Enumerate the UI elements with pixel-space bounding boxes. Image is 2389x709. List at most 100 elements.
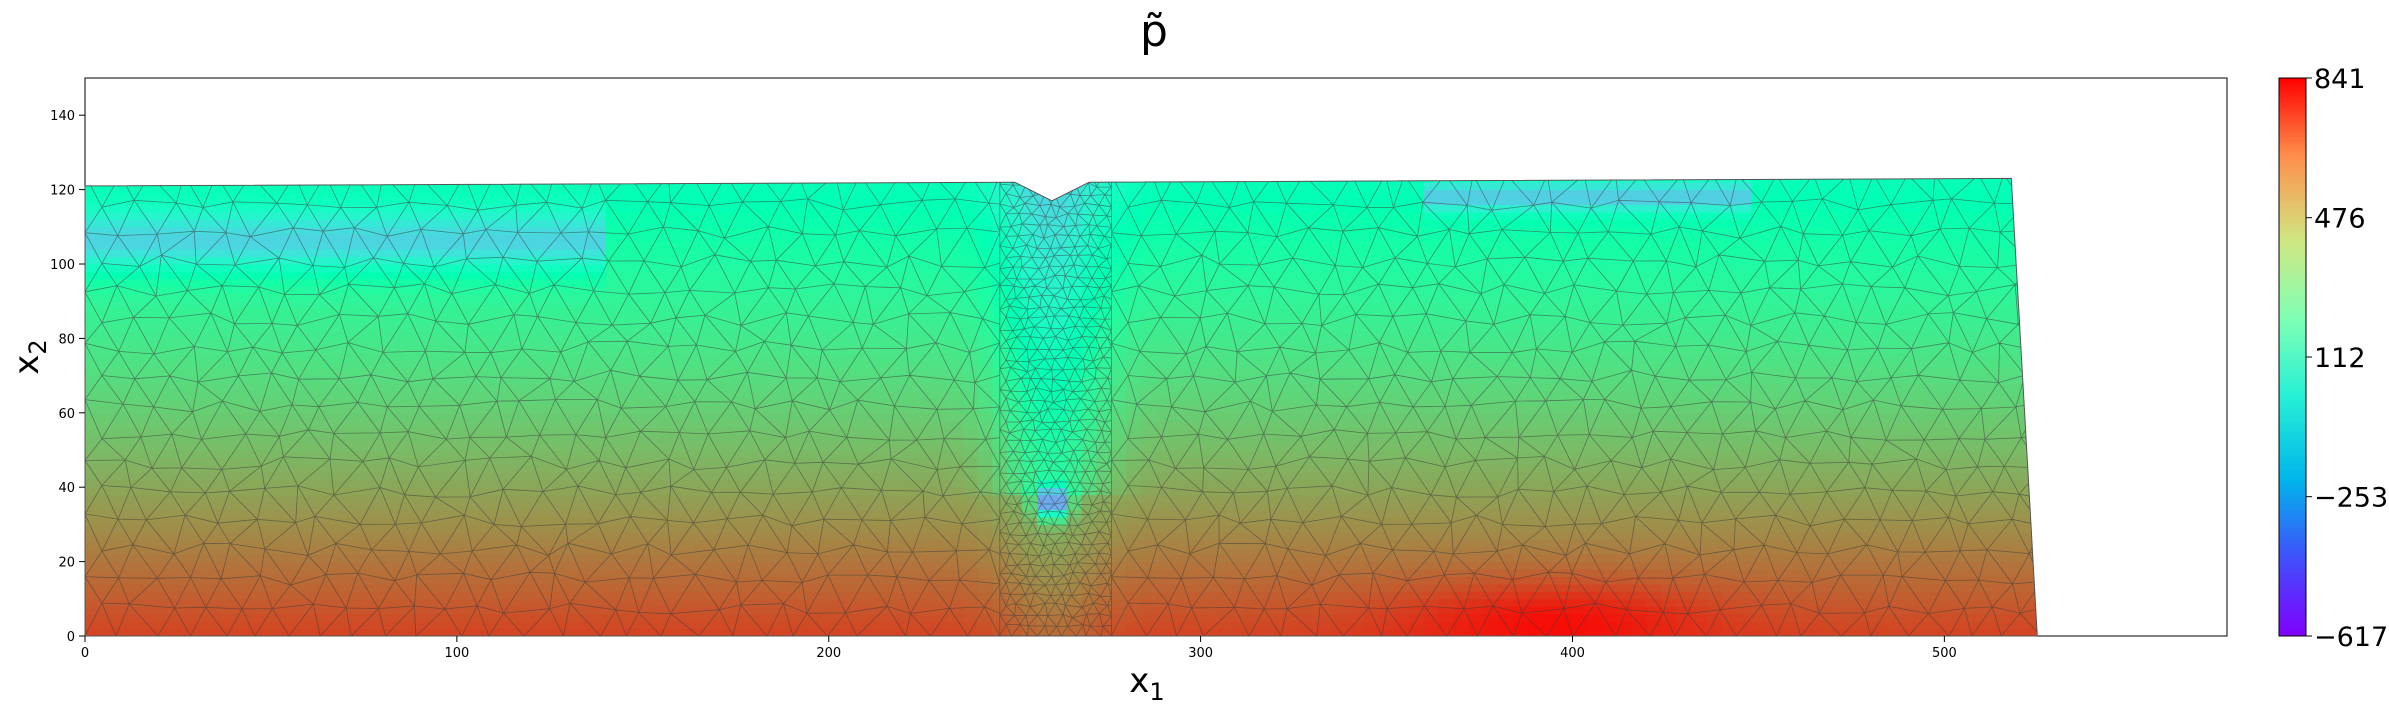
field-cell xyxy=(769,524,785,533)
field-cell xyxy=(977,219,993,228)
field-cell xyxy=(888,502,904,511)
field-cell xyxy=(575,360,592,369)
field-cell xyxy=(308,249,324,258)
field-cell xyxy=(932,427,949,436)
field-cell xyxy=(546,554,562,563)
field-cell xyxy=(129,494,146,503)
field-cell xyxy=(218,509,235,518)
field-cell xyxy=(947,509,964,518)
field-cell xyxy=(635,241,651,250)
field-cell xyxy=(903,591,919,600)
field-cell xyxy=(456,197,473,205)
field-cell xyxy=(352,397,369,406)
field-cell xyxy=(1111,345,1127,354)
field-cell xyxy=(620,435,636,444)
field-cell xyxy=(1170,345,1187,354)
field-cell xyxy=(769,234,785,243)
field-cell xyxy=(1185,524,1202,533)
field-cell xyxy=(114,531,131,540)
field-cell xyxy=(323,301,339,310)
field-cell xyxy=(947,539,964,548)
field-cell xyxy=(531,472,547,481)
field-cell xyxy=(1170,338,1187,347)
field-cell xyxy=(739,464,755,473)
field-cell xyxy=(337,345,354,354)
field-cell xyxy=(1185,420,1202,429)
field-cell xyxy=(828,502,845,511)
field-cell xyxy=(665,405,681,414)
field-cell xyxy=(1096,360,1112,369)
field-cell xyxy=(397,613,413,622)
field-cell xyxy=(665,546,681,555)
field-cell xyxy=(382,241,398,250)
field-cell xyxy=(293,256,309,265)
field-cell xyxy=(501,598,517,607)
field-cell xyxy=(828,598,845,607)
field-cell xyxy=(739,234,755,243)
field-cell xyxy=(694,219,711,228)
field-cell xyxy=(456,353,473,362)
field-cell xyxy=(293,249,309,258)
field-cell xyxy=(665,583,681,592)
field-cell xyxy=(590,591,607,600)
field-cell xyxy=(709,427,726,436)
field-cell xyxy=(397,368,413,377)
field-cell xyxy=(174,182,190,191)
field-cell xyxy=(709,264,726,272)
field-cell xyxy=(843,405,860,414)
field-cell xyxy=(486,472,503,481)
field-cell xyxy=(1111,264,1127,272)
field-cell xyxy=(1066,338,1083,347)
field-cell xyxy=(1230,606,1246,615)
field-cell xyxy=(620,264,636,272)
field-cell xyxy=(888,531,904,540)
field-cell xyxy=(680,293,696,302)
field-cell xyxy=(903,353,919,362)
field-cell xyxy=(471,606,488,615)
field-cell xyxy=(1185,569,1202,577)
field-cell xyxy=(561,397,577,406)
field-cell xyxy=(784,360,800,369)
field-cell xyxy=(382,628,398,636)
field-cell xyxy=(85,390,101,399)
field-cell xyxy=(665,204,681,213)
field-cell xyxy=(888,435,904,444)
field-cell xyxy=(694,234,711,243)
field-cell xyxy=(799,531,815,540)
field-cell xyxy=(1066,561,1083,570)
field-cell xyxy=(546,397,562,406)
field-cell xyxy=(799,435,815,444)
field-cell xyxy=(1170,606,1187,615)
field-cell xyxy=(99,197,116,205)
field-cell xyxy=(546,383,562,391)
field-cell xyxy=(1126,189,1142,198)
field-cell xyxy=(501,539,517,548)
field-cell xyxy=(397,226,413,235)
field-cell xyxy=(739,487,755,496)
field-cell xyxy=(486,427,503,436)
field-cell xyxy=(263,323,279,332)
field-cell xyxy=(813,606,830,615)
field-cell xyxy=(858,554,874,563)
field-cell xyxy=(1245,301,1261,310)
field-cell xyxy=(1111,316,1127,325)
field-cell xyxy=(605,293,622,302)
field-cell xyxy=(1007,316,1023,325)
field-cell xyxy=(486,345,503,354)
field-cell xyxy=(471,561,488,570)
field-cell xyxy=(159,375,175,384)
field-cell xyxy=(145,167,161,175)
field-cell xyxy=(159,219,175,228)
field-cell xyxy=(843,583,860,592)
field-cell xyxy=(204,487,220,496)
field-cell xyxy=(263,301,279,310)
field-cell xyxy=(456,517,473,525)
field-cell xyxy=(1066,293,1083,302)
field-cell xyxy=(918,293,934,302)
field-cell xyxy=(1215,397,1231,406)
field-cell xyxy=(694,524,711,533)
field-cell xyxy=(129,427,146,436)
field-cell xyxy=(828,450,845,458)
field-cell xyxy=(129,606,146,615)
field-cell xyxy=(813,375,830,384)
